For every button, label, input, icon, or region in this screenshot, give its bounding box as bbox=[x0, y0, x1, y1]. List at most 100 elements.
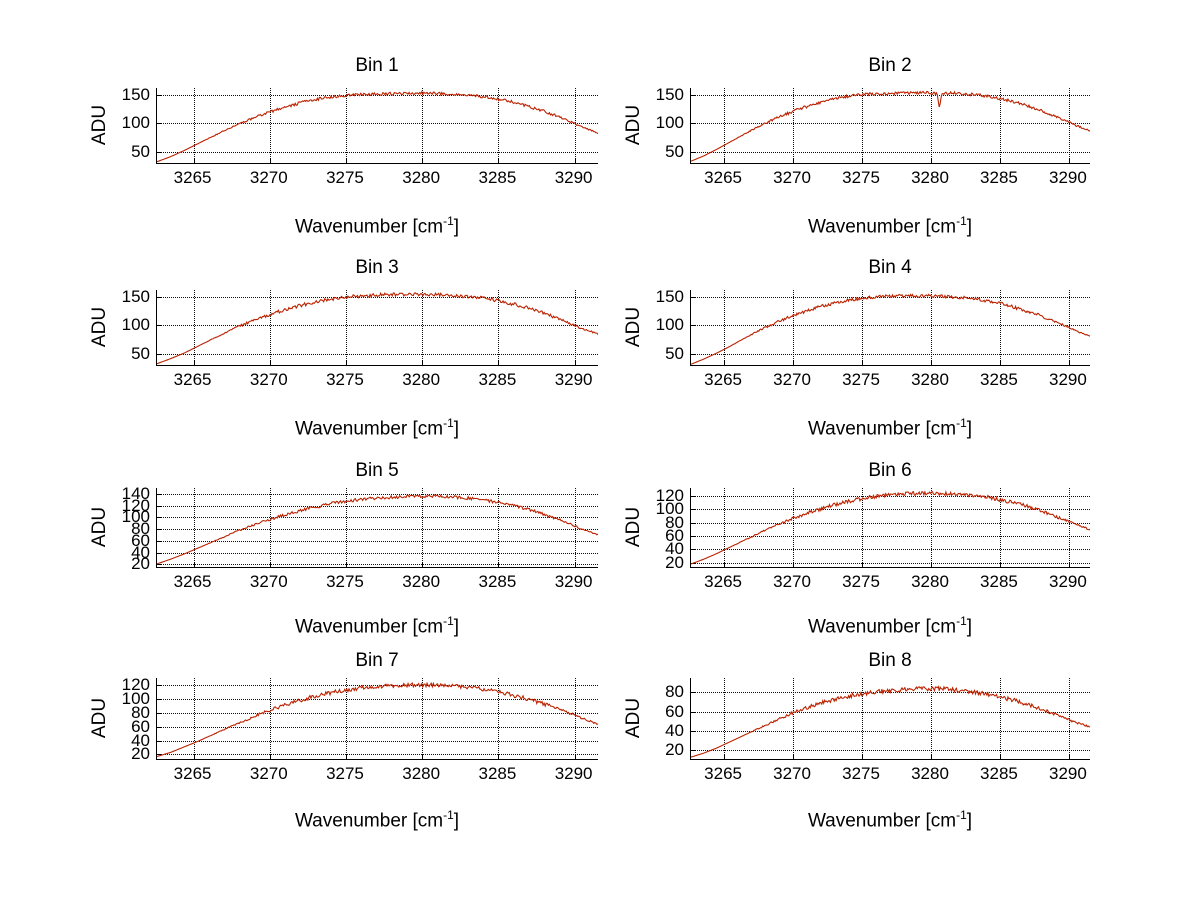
gridline-horizontal bbox=[691, 496, 1090, 497]
plot-area bbox=[156, 88, 598, 164]
trace-line bbox=[157, 90, 598, 163]
x-axis-label-bracket: ] bbox=[453, 216, 460, 238]
x-axis-label-exponent: -1 bbox=[956, 808, 967, 822]
trace-line bbox=[691, 490, 1090, 565]
axes-frame bbox=[156, 488, 598, 568]
x-axis-tick bbox=[498, 360, 500, 365]
gridline-vertical bbox=[345, 290, 347, 365]
y-tick-label: 120 bbox=[655, 486, 684, 505]
y-tick-label: 40 bbox=[131, 730, 150, 750]
x-axis-label-exponent: -1 bbox=[443, 614, 454, 628]
x-tick-label: 3280 bbox=[402, 572, 441, 591]
x-tick-labels: 3265 3270 3275 3280 3285 3290 bbox=[690, 370, 1090, 392]
axes-frame bbox=[690, 678, 1090, 760]
gridline-vertical bbox=[574, 88, 576, 163]
x-axis-tick bbox=[574, 562, 576, 567]
y-tick-label: 150 bbox=[121, 286, 150, 306]
spectrum-trace bbox=[157, 90, 598, 163]
gridline-vertical bbox=[193, 678, 195, 759]
gridline-vertical bbox=[193, 488, 195, 567]
x-axis-tick bbox=[862, 562, 864, 567]
y-axis-tick bbox=[157, 325, 162, 327]
x-axis-tick bbox=[498, 158, 500, 163]
y-axis-tick bbox=[157, 698, 162, 700]
x-axis-tick bbox=[862, 158, 864, 163]
x-tick-label: 3285 bbox=[980, 764, 1018, 783]
y-axis-tick bbox=[157, 712, 162, 714]
y-tick-label: 100 bbox=[121, 507, 150, 527]
y-axis-tick bbox=[157, 353, 162, 355]
gridline-vertical bbox=[1068, 678, 1070, 759]
x-axis-tick bbox=[931, 158, 932, 163]
y-axis-tick bbox=[157, 94, 162, 96]
gridline-horizontal bbox=[691, 296, 1090, 298]
gridline-vertical bbox=[574, 678, 576, 759]
y-axis-tick bbox=[157, 726, 162, 728]
x-axis-tick bbox=[422, 754, 424, 759]
spectrum-trace bbox=[691, 293, 1090, 365]
y-tick-labels: 20 40 60 80 100 120 140 bbox=[98, 484, 150, 574]
y-tick-label: 60 bbox=[131, 530, 150, 550]
y-tick-label: 60 bbox=[131, 716, 150, 736]
y-tick-label: 40 bbox=[665, 721, 684, 741]
gridline-vertical bbox=[793, 88, 795, 163]
spectrum-trace bbox=[157, 494, 598, 565]
x-tick-label: 3290 bbox=[554, 168, 593, 187]
x-tick-label: 3265 bbox=[704, 168, 743, 187]
y-tick-label: 100 bbox=[121, 688, 150, 708]
x-axis-tick bbox=[269, 158, 271, 163]
x-tick-label: 3290 bbox=[1049, 572, 1087, 591]
y-tick-label: 50 bbox=[131, 141, 150, 161]
x-axis-tick bbox=[793, 562, 795, 567]
trace-line bbox=[691, 685, 1090, 758]
x-tick-label: 3285 bbox=[980, 370, 1018, 389]
x-axis-tick bbox=[1068, 360, 1070, 365]
gridline-vertical bbox=[931, 88, 932, 163]
x-axis-tick bbox=[999, 158, 1001, 163]
x-axis-label-bracket: ] bbox=[966, 810, 973, 832]
x-tick-label: 3275 bbox=[326, 168, 364, 187]
subplot-title: Bin 7 bbox=[355, 650, 399, 671]
x-tick-label: 3285 bbox=[478, 572, 517, 591]
gridline-horizontal bbox=[157, 325, 598, 327]
y-axis-tick bbox=[691, 123, 696, 125]
gridline-vertical bbox=[269, 88, 271, 163]
x-tick-label: 3290 bbox=[1049, 764, 1087, 783]
gridline-vertical bbox=[862, 678, 864, 759]
x-axis-label-exponent: -1 bbox=[956, 214, 967, 228]
plot-area bbox=[690, 290, 1090, 366]
gridline-vertical bbox=[999, 290, 1001, 365]
x-tick-label: 3285 bbox=[980, 168, 1018, 187]
x-tick-label: 3290 bbox=[1049, 370, 1087, 389]
x-tick-label: 3265 bbox=[704, 572, 743, 591]
gridline-vertical bbox=[498, 290, 500, 365]
gridline-horizontal bbox=[691, 94, 1090, 96]
x-tick-label: 3275 bbox=[842, 764, 880, 783]
gridline-vertical bbox=[193, 290, 195, 365]
x-axis-tick bbox=[422, 360, 424, 365]
gridline-vertical bbox=[193, 88, 195, 163]
gridline-vertical bbox=[999, 488, 1001, 567]
x-axis-label-bracket: ] bbox=[966, 616, 973, 638]
y-axis-tick bbox=[691, 496, 696, 497]
trace-line bbox=[691, 293, 1090, 365]
x-tick-label: 3290 bbox=[1049, 168, 1087, 187]
y-tick-label: 80 bbox=[665, 512, 684, 532]
y-axis-tick bbox=[691, 549, 696, 551]
x-axis-label-text: Wavenumber [cm bbox=[294, 810, 444, 832]
gridline-horizontal bbox=[157, 684, 598, 686]
subplot-title: Bin 5 bbox=[355, 460, 399, 481]
x-axis-label-bracket: ] bbox=[966, 418, 973, 440]
gridline-vertical bbox=[999, 678, 1001, 759]
gridline-horizontal bbox=[691, 325, 1090, 327]
y-axis-tick bbox=[157, 296, 162, 298]
x-tick-labels: 3265 3270 3275 3280 3285 3290 bbox=[156, 572, 598, 594]
y-tick-label: 40 bbox=[665, 539, 684, 559]
gridline-horizontal bbox=[157, 712, 598, 714]
trace-line bbox=[157, 494, 598, 565]
gridline-vertical bbox=[931, 678, 932, 759]
gridline-vertical bbox=[862, 290, 864, 365]
